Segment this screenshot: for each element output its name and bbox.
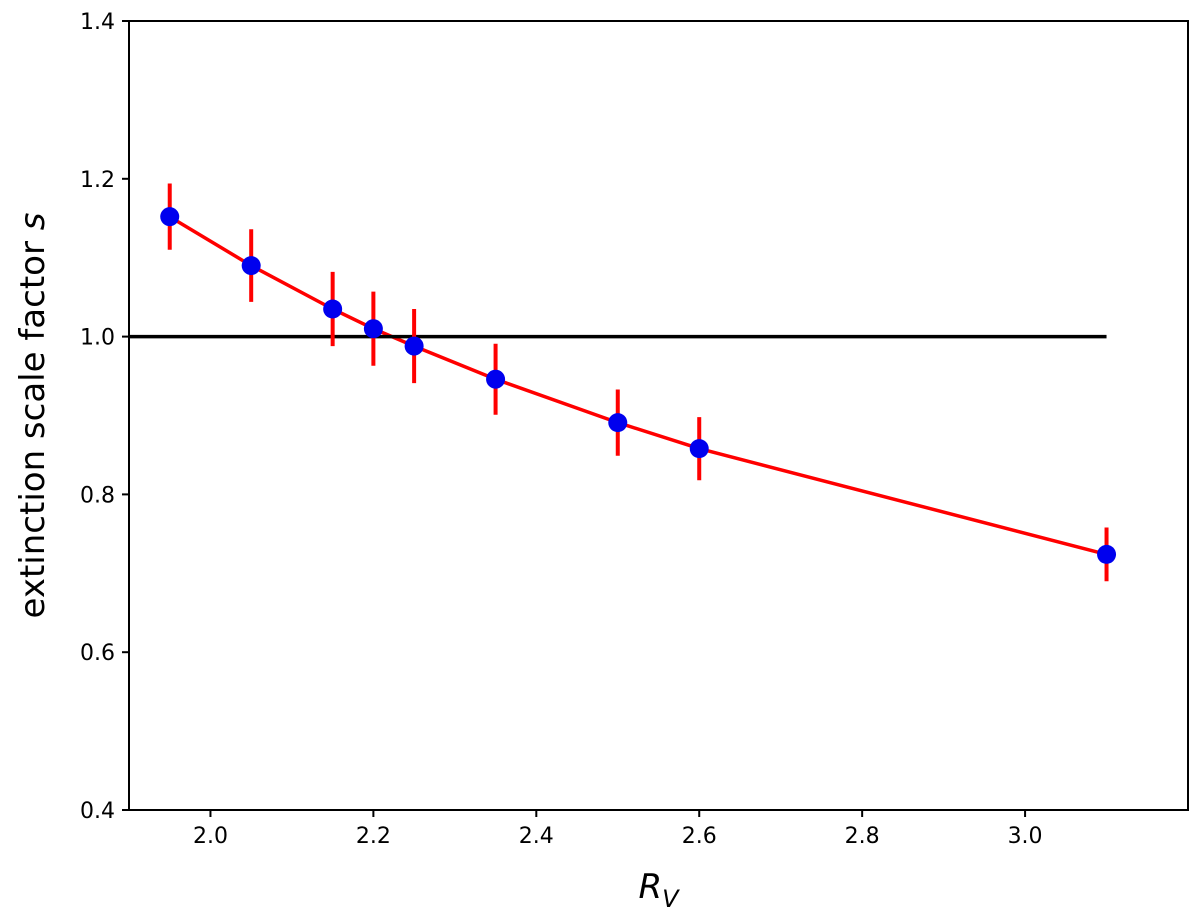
data-point	[363, 319, 383, 339]
data-point	[323, 299, 343, 319]
y-tick-label: 1.4	[80, 10, 115, 35]
x-tick-label: 2.0	[193, 824, 228, 849]
data-point	[608, 413, 628, 433]
data-point	[486, 369, 506, 389]
x-tick-label: 2.2	[356, 824, 391, 849]
data-point	[404, 336, 424, 356]
fit-curve-layer	[168, 215, 1107, 557]
y-tick-label: 0.6	[80, 641, 115, 666]
data-points-layer	[160, 207, 1117, 564]
x-axis-title-sub: V	[662, 885, 680, 913]
data-point	[689, 439, 709, 459]
y-tick-label: 1.0	[80, 326, 115, 351]
x-axis-ticks: 2.0 2.2 2.4 2.6 2.8 3.0	[193, 810, 1043, 849]
fit-curve	[168, 215, 1107, 557]
y-axis-ticks: 0.4 0.6 0.8 1.0 1.2 1.4	[80, 10, 129, 824]
x-tick-label: 2.6	[682, 824, 717, 849]
y-tick-label: 1.2	[80, 168, 115, 193]
plot-area-frame	[128, 20, 1189, 811]
data-point	[1097, 544, 1117, 564]
y-tick-label: 0.8	[80, 483, 115, 508]
data-point	[160, 207, 180, 227]
x-axis-title-main: R	[638, 867, 662, 907]
x-tick-label: 2.8	[845, 824, 880, 849]
data-point	[241, 256, 261, 276]
y-axis-title-text: extinction scale factor	[13, 230, 53, 618]
error-bars-layer	[167, 183, 1109, 582]
y-axis-title: extinction scale factor s	[13, 213, 53, 619]
x-tick-label: 2.4	[519, 824, 554, 849]
x-tick-label: 3.0	[1008, 824, 1043, 849]
y-tick-label: 0.4	[80, 799, 115, 824]
x-axis-title: RV	[638, 867, 680, 913]
y-axis-title-var: s	[13, 213, 53, 231]
